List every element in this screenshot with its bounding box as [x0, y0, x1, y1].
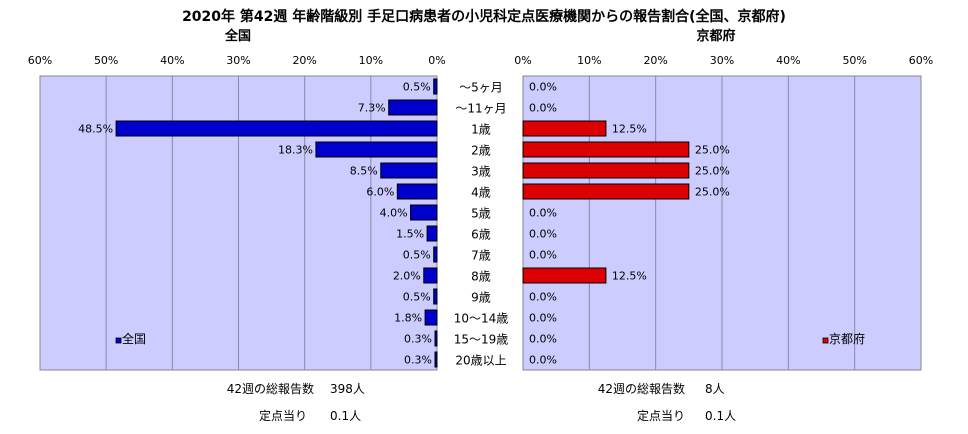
national-tick-label: 60% — [28, 54, 52, 67]
national-data-label: 1.5% — [396, 228, 424, 241]
kyoto-data-label: 25.0% — [695, 144, 730, 157]
national-bar — [434, 351, 438, 368]
national-per-label: 定点当り — [259, 408, 307, 423]
kyoto-data-label: 0.0% — [529, 228, 557, 241]
kyoto-data-label: 0.0% — [529, 354, 557, 367]
kyoto-legend-swatch — [822, 337, 829, 344]
kyoto-tick-label: 20% — [643, 54, 667, 67]
kyoto-bar — [522, 267, 607, 284]
national-bar — [380, 162, 438, 179]
left-panel: 60% 50% 40% 30% 20% 10% 0% 0.5% 7.3% 48.5% 18.3% 8.… — [28, 54, 446, 371]
kyoto-data-label: 0.0% — [529, 333, 557, 346]
national-data-label: 18.3% — [278, 144, 313, 157]
kyoto-legend-label: 京都府 — [829, 331, 865, 346]
national-reports-value: 398人 — [330, 382, 365, 396]
kyoto-data-label: 12.5% — [612, 123, 647, 136]
kyoto-data-label: 0.0% — [529, 102, 557, 115]
category-label: 8歳 — [471, 270, 491, 284]
national-tick-label: 30% — [226, 54, 250, 67]
national-data-label: 0.3% — [404, 333, 432, 346]
national-data-label: 4.0% — [380, 207, 408, 220]
kyoto-tick-label: 0% — [514, 54, 531, 67]
kyoto-per-value: 0.1人 — [705, 409, 736, 423]
national-legend-label: 全国 — [122, 331, 146, 346]
national-data-label: 48.5% — [78, 123, 113, 136]
kyoto-bar — [522, 141, 690, 158]
national-tick-label: 40% — [160, 54, 184, 67]
kyoto-tick-label: 10% — [577, 54, 601, 67]
national-tick-label: 20% — [292, 54, 316, 67]
national-bar — [396, 183, 438, 200]
kyoto-data-label: 25.0% — [695, 186, 730, 199]
category-label: 3歳 — [471, 165, 491, 179]
national-data-label: 7.3% — [358, 102, 386, 115]
kyoto-data-label: 0.0% — [529, 81, 557, 94]
national-bar — [115, 120, 438, 137]
national-data-label: 0.5% — [403, 81, 431, 94]
kyoto-reports-value: 8人 — [705, 382, 725, 396]
kyoto-bar — [522, 120, 607, 137]
kyoto-tick-label: 60% — [909, 54, 933, 67]
category-label: 6歳 — [471, 228, 491, 242]
kyoto-tick-label: 30% — [710, 54, 734, 67]
category-label: 1歳 — [471, 123, 491, 137]
kyoto-per-label: 定点当り — [637, 408, 685, 423]
kyoto-data-label: 0.0% — [529, 312, 557, 325]
category-label: 5歳 — [471, 207, 491, 221]
category-label: 9歳 — [471, 291, 491, 305]
category-label: ～5ヶ月 — [459, 81, 503, 95]
kyoto-data-label: 0.0% — [529, 291, 557, 304]
national-legend-swatch — [115, 337, 122, 344]
national-bar — [424, 309, 438, 326]
category-label: 4歳 — [471, 186, 491, 200]
left-panel-title: 全国 — [224, 28, 251, 44]
kyoto-tick-label: 50% — [842, 54, 866, 67]
category-label: 20歳以上 — [455, 354, 506, 368]
national-bar — [423, 267, 438, 284]
national-bar — [433, 288, 438, 305]
national-bar — [426, 225, 438, 242]
national-reports-label: 42週の総報告数 — [227, 381, 314, 396]
kyoto-bar — [522, 162, 690, 179]
national-data-label: 0.5% — [403, 249, 431, 262]
national-per-value: 0.1人 — [330, 409, 361, 423]
kyoto-data-label: 12.5% — [612, 270, 647, 283]
right-panel: 0% 10% 20% 30% 40% 50% 60% 0.0% 0.0% 12.5% 25.0% 25… — [514, 54, 933, 371]
national-tick-label: 50% — [94, 54, 118, 67]
national-data-label: 1.8% — [394, 312, 422, 325]
right-panel-title: 京都府 — [696, 28, 735, 44]
category-label: 7歳 — [471, 249, 491, 263]
national-bar — [434, 330, 438, 347]
national-data-label: 6.0% — [366, 186, 394, 199]
kyoto-tick-label: 40% — [776, 54, 800, 67]
national-data-label: 0.3% — [404, 354, 432, 367]
kyoto-data-label: 0.0% — [529, 207, 557, 220]
national-data-label: 8.5% — [350, 165, 378, 178]
kyoto-bar — [522, 183, 690, 200]
category-label: 2歳 — [471, 144, 491, 158]
national-bar — [433, 246, 438, 263]
national-data-label: 0.5% — [403, 291, 431, 304]
kyoto-reports-label: 42週の総報告数 — [598, 381, 685, 396]
kyoto-data-label: 25.0% — [695, 165, 730, 178]
category-label: 10～14歳 — [454, 312, 509, 326]
national-data-label: 2.0% — [393, 270, 421, 283]
kyoto-data-label: 0.0% — [529, 249, 557, 262]
national-tick-label: 0% — [428, 54, 445, 67]
national-tick-label: 10% — [359, 54, 383, 67]
national-bar — [410, 204, 438, 221]
category-label: 15～19歳 — [454, 333, 509, 347]
category-label: ～11ヶ月 — [455, 102, 506, 116]
category-labels: ～5ヶ月 ～11ヶ月 1歳 2歳 3歳 4歳 5歳 6歳 7歳 8歳 9歳 10～14歳 15～19歳 2… — [454, 81, 509, 368]
chart-title: 2020年 第42週 年齢階級別 手足口病患者の小児科定点医療機関からの報告割合… — [182, 8, 786, 25]
national-bar — [315, 141, 438, 158]
national-bar — [433, 78, 438, 95]
national-bar — [388, 99, 438, 116]
